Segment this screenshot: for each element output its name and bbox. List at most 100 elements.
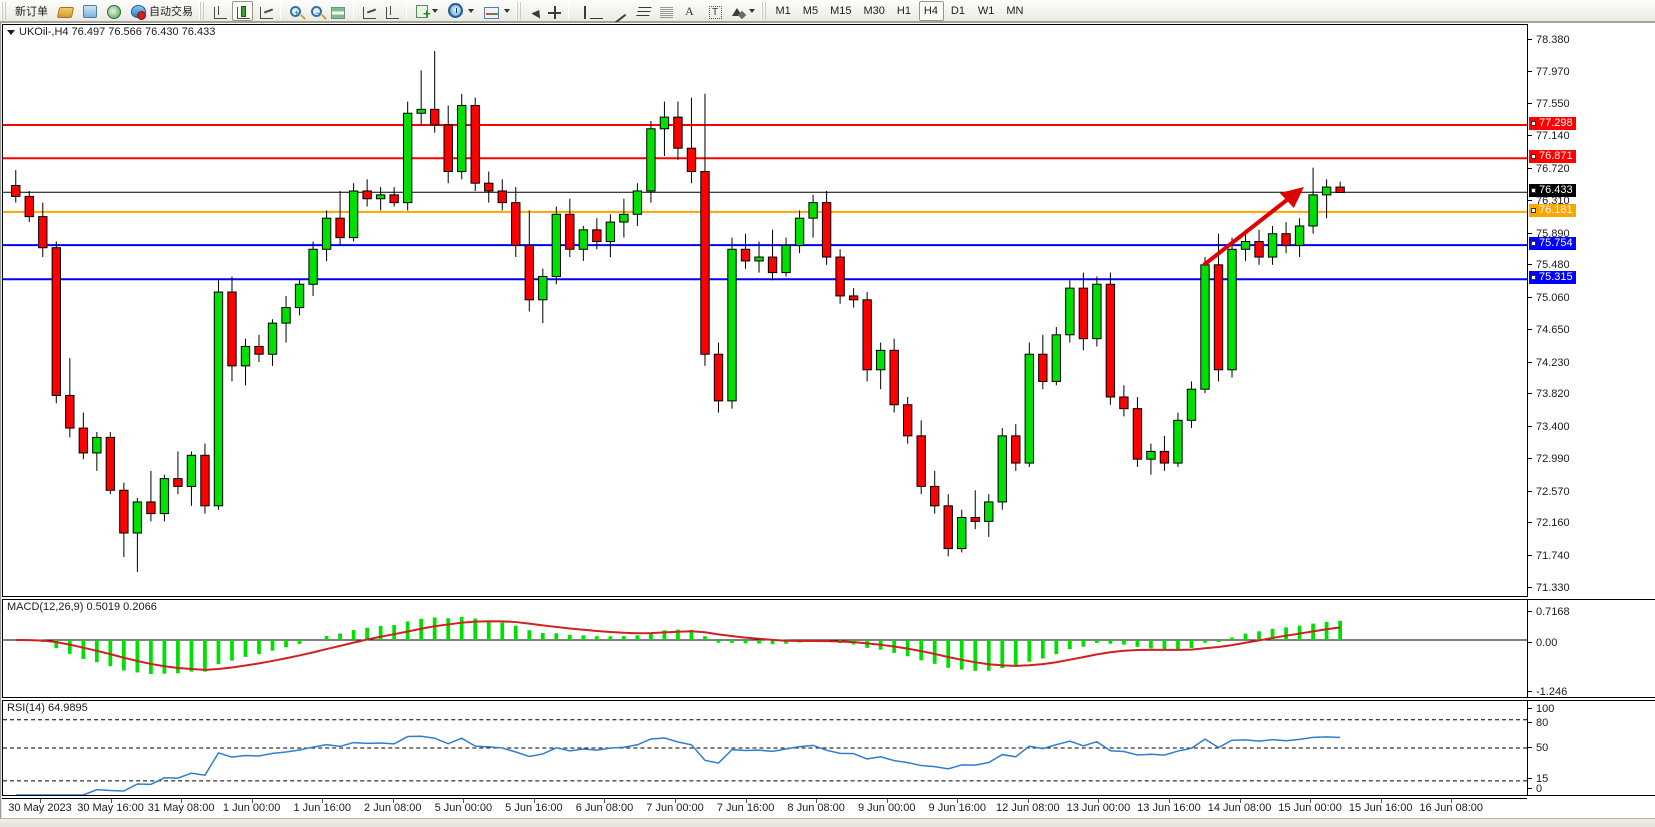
candle-body xyxy=(916,435,926,487)
bar-chart-button[interactable] xyxy=(209,1,230,21)
candle-body xyxy=(1308,194,1318,227)
fibonacci-button[interactable] xyxy=(655,1,676,21)
timeframe-button-mn[interactable]: MN xyxy=(1006,4,1024,17)
timeframe-button-m1[interactable]: M1 xyxy=(775,4,791,17)
price-tick: 74.650 xyxy=(1528,324,1655,336)
toolbar-grip-3[interactable] xyxy=(516,1,523,20)
indicators-icon xyxy=(484,6,499,19)
time-axis-label: 13 Jun 16:00 xyxy=(1137,802,1201,814)
fibonacci-icon xyxy=(659,6,673,19)
candle-body xyxy=(997,435,1007,503)
auto-trading-button[interactable]: 自动交易 xyxy=(127,1,197,21)
new-chart-button[interactable] xyxy=(411,1,442,21)
toolbar-separator-4 xyxy=(568,2,569,19)
candle-body xyxy=(240,345,251,367)
window-left-border xyxy=(0,23,2,827)
timeframe-button-m15[interactable]: M15 xyxy=(830,4,852,17)
terminal-icon-button[interactable] xyxy=(79,1,101,21)
candle-body xyxy=(65,394,75,429)
toolbar-grip-2[interactable] xyxy=(199,1,206,20)
candle-body xyxy=(1321,186,1332,196)
candle-body xyxy=(92,436,102,454)
candle-body xyxy=(1186,388,1197,421)
templates-chevron-down-icon[interactable] xyxy=(504,8,510,13)
clock-icon xyxy=(448,3,463,18)
candle-body xyxy=(619,213,629,223)
price-scale[interactable]: 78.380 77.970 77.550 77.140 76.720 76.310 75.8… xyxy=(1527,24,1655,597)
price-level-tag[interactable]: 76.871 xyxy=(1529,150,1576,164)
price-level-tag[interactable]: 75.315 xyxy=(1529,271,1576,285)
equidistant-channel-icon xyxy=(634,6,652,19)
price-level-tag-value: 76.871 xyxy=(1539,150,1573,163)
shapes-chevron-down-icon[interactable] xyxy=(748,8,755,13)
period-button[interactable] xyxy=(444,1,478,21)
text-label-button[interactable]: T xyxy=(704,1,725,21)
time-axis-label: 14 Jun 08:00 xyxy=(1207,802,1272,814)
shapes-button[interactable] xyxy=(727,1,759,21)
time-axis-label: 8 Jun 08:00 xyxy=(787,802,845,814)
time-axis-label: 9 Jun 16:00 xyxy=(928,802,987,814)
price-tick: 72.990 xyxy=(1528,453,1655,465)
candle-body xyxy=(227,291,237,367)
time-tick xyxy=(1451,799,1453,803)
auto-scroll-button[interactable] xyxy=(358,1,379,21)
price-tick-label: 75.060 xyxy=(1536,292,1570,305)
candle-body xyxy=(565,213,575,250)
time-axis-label: 12 Jun 08:00 xyxy=(996,802,1060,814)
main-toolbar: 新订单 自动交易 + − xyxy=(0,0,1655,24)
time-tick xyxy=(745,799,747,803)
new-chart-chevron-down-icon[interactable] xyxy=(432,8,438,13)
rsi-scale[interactable]: 100 80 50 15 0 xyxy=(1527,700,1655,796)
macd-scale[interactable]: 0.7168 0.00 -1.246 xyxy=(1527,599,1655,698)
chart-shift-button[interactable] xyxy=(381,1,402,21)
text-button[interactable]: A xyxy=(678,1,702,21)
timeframe-button-m5[interactable]: M5 xyxy=(802,4,819,17)
macd-tick-label: -1.246 xyxy=(1536,686,1568,698)
candle-body xyxy=(713,353,724,402)
time-axis[interactable]: 30 May 2023 30 May 16:00 31 May 08:00 1 Jun… xyxy=(2,798,1527,818)
data-window-button[interactable] xyxy=(327,1,349,21)
price-tick: 76.310 xyxy=(1528,195,1655,207)
line-chart-button[interactable] xyxy=(255,1,276,21)
equidistant-channel-button[interactable] xyxy=(632,1,653,21)
timeframe-button-h1[interactable]: H1 xyxy=(896,4,911,17)
rsi-label: RSI(14) 64.9895 xyxy=(7,702,88,714)
new-order-button[interactable]: 新订单 xyxy=(11,1,52,21)
cursor-tool-button[interactable] xyxy=(526,1,544,21)
price-level-tag[interactable]: 77.298 xyxy=(1529,117,1576,131)
zoom-out-button[interactable]: − xyxy=(306,1,325,21)
price-tick-label: 72.160 xyxy=(1536,517,1570,530)
time-axis-label: 1 Jun 00:00 xyxy=(222,802,281,814)
rsi-pane[interactable]: RSI(14) 64.9895 xyxy=(2,700,1527,796)
candlestick-chart-button[interactable] xyxy=(232,0,253,21)
shapes-icon xyxy=(731,8,745,19)
symbol-caret-icon[interactable] xyxy=(7,29,15,35)
period-chevron-down-icon[interactable] xyxy=(468,8,474,13)
timeframe-button-d1[interactable]: D1 xyxy=(950,4,965,17)
cursor-icon xyxy=(531,6,544,19)
navigator-icon-button[interactable] xyxy=(103,1,125,21)
price-tick-label: 75.890 xyxy=(1536,227,1570,240)
symbol-header-text: UKOil-,H4 76.497 76.566 76.430 76.433 xyxy=(19,26,216,38)
timeframe-button-m30[interactable]: M30 xyxy=(863,4,885,17)
toolbar-grip[interactable] xyxy=(1,1,8,20)
crosshair-tool-button[interactable] xyxy=(543,1,564,21)
toolbar-grip-4[interactable] xyxy=(760,1,768,20)
trendline-button[interactable] xyxy=(608,1,630,24)
price-pane[interactable]: UKOil-,H4 76.497 76.566 76.430 76.433 xyxy=(2,24,1527,597)
timeframe-button-w1[interactable]: W1 xyxy=(977,4,995,17)
vertical-line-button[interactable] xyxy=(573,1,586,21)
zoom-in-button[interactable]: + xyxy=(285,1,304,21)
folder-icon-button[interactable] xyxy=(54,1,77,21)
timeframe-button-h4[interactable]: H4 xyxy=(918,0,944,21)
candle-body xyxy=(686,147,697,173)
price-level-tag[interactable]: 76.181 xyxy=(1529,203,1576,217)
macd-tick: 0.00 xyxy=(1528,637,1655,649)
templates-button[interactable] xyxy=(480,1,514,21)
horizontal-line-button[interactable] xyxy=(585,1,606,21)
candle-body xyxy=(1200,264,1210,390)
price-level-tag[interactable]: 76.433 xyxy=(1529,184,1576,198)
candle-body xyxy=(821,202,832,258)
macd-pane[interactable]: MACD(12,26,9) 0.5019 0.2066 xyxy=(2,599,1527,698)
price-level-tag[interactable]: 75.754 xyxy=(1529,237,1576,251)
